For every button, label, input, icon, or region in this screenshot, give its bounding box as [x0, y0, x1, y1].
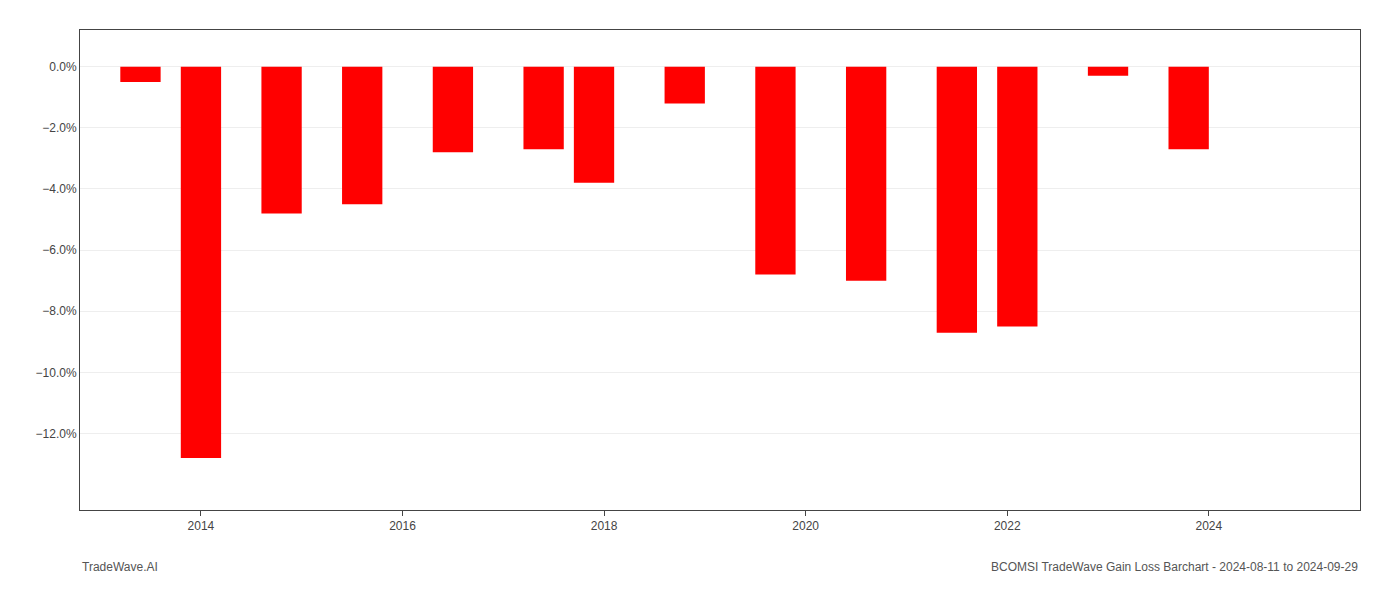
svg-text:−10.0%: −10.0%: [36, 366, 77, 380]
svg-text:−2.0%: −2.0%: [42, 121, 77, 135]
svg-text:2014: 2014: [188, 519, 215, 533]
svg-text:2016: 2016: [389, 519, 416, 533]
svg-text:2024: 2024: [1195, 519, 1222, 533]
svg-text:TradeWave.AI: TradeWave.AI: [82, 560, 158, 574]
svg-text:0.0%: 0.0%: [49, 60, 77, 74]
svg-text:−4.0%: −4.0%: [42, 182, 77, 196]
svg-text:2022: 2022: [994, 519, 1021, 533]
svg-text:−12.0%: −12.0%: [36, 427, 77, 441]
svg-text:BCOMSI TradeWave Gain Loss Bar: BCOMSI TradeWave Gain Loss Barchart - 20…: [991, 560, 1358, 574]
svg-text:2018: 2018: [591, 519, 618, 533]
svg-text:−8.0%: −8.0%: [42, 304, 77, 318]
svg-text:−6.0%: −6.0%: [42, 243, 77, 257]
svg-text:2020: 2020: [792, 519, 819, 533]
